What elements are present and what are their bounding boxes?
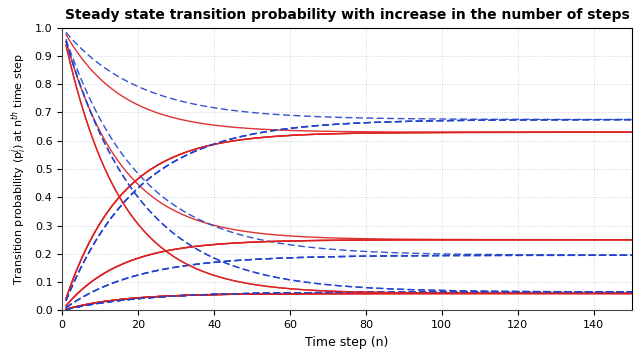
Title: Steady state transition probability with increase in the number of steps: Steady state transition probability with…: [65, 8, 629, 22]
X-axis label: Time step (n): Time step (n): [305, 336, 388, 349]
Y-axis label: Transition probability (p$_i^j$) at n$^{th}$ time step: Transition probability (p$_i^j$) at n$^{…: [8, 53, 29, 285]
